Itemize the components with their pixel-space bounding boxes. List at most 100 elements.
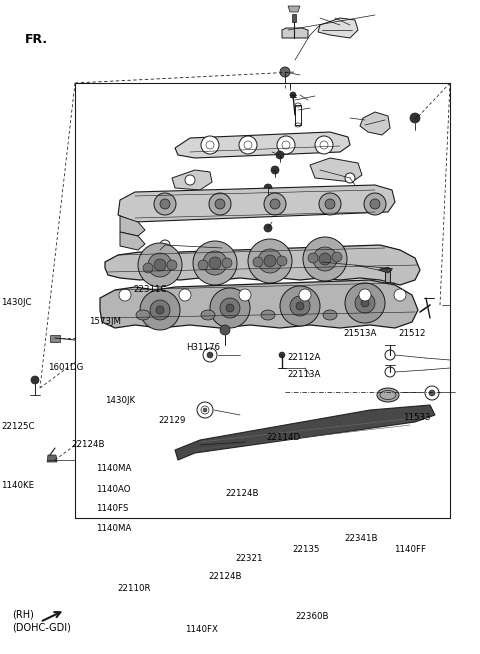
Text: 22341B: 22341B — [345, 534, 378, 543]
Circle shape — [345, 173, 355, 183]
Circle shape — [313, 247, 337, 271]
Polygon shape — [118, 185, 395, 222]
Polygon shape — [360, 112, 390, 135]
Circle shape — [279, 352, 285, 358]
Circle shape — [264, 193, 286, 215]
Text: 22114D: 22114D — [266, 433, 300, 442]
Polygon shape — [47, 455, 57, 462]
Circle shape — [119, 289, 131, 301]
Circle shape — [143, 263, 153, 273]
Text: 1573JM: 1573JM — [89, 317, 121, 326]
Text: 22124B: 22124B — [209, 572, 242, 581]
Ellipse shape — [261, 310, 275, 320]
Polygon shape — [50, 335, 60, 342]
Ellipse shape — [323, 310, 337, 320]
Circle shape — [222, 258, 232, 268]
Text: 1140AO: 1140AO — [96, 485, 131, 494]
Circle shape — [325, 199, 335, 209]
Circle shape — [203, 408, 207, 412]
Text: 22311C: 22311C — [133, 285, 167, 294]
Circle shape — [296, 302, 304, 310]
Circle shape — [154, 193, 176, 215]
Circle shape — [239, 289, 251, 301]
Text: 22124B: 22124B — [226, 489, 259, 498]
Polygon shape — [385, 268, 390, 282]
Polygon shape — [175, 405, 435, 460]
Circle shape — [226, 304, 234, 312]
Text: FR.: FR. — [25, 33, 48, 46]
Circle shape — [207, 352, 213, 358]
Circle shape — [209, 257, 221, 269]
Text: 1430JK: 1430JK — [105, 396, 135, 405]
Polygon shape — [378, 267, 392, 273]
Circle shape — [315, 136, 333, 154]
Circle shape — [332, 252, 342, 262]
Polygon shape — [282, 28, 308, 38]
Ellipse shape — [201, 310, 215, 320]
Circle shape — [31, 376, 39, 384]
Text: 1140FX: 1140FX — [185, 625, 217, 634]
Text: 1140FS: 1140FS — [96, 504, 128, 513]
Circle shape — [210, 288, 250, 328]
Ellipse shape — [377, 388, 399, 402]
Text: 11533: 11533 — [403, 413, 431, 422]
Circle shape — [154, 259, 166, 271]
Circle shape — [429, 390, 435, 396]
Circle shape — [167, 260, 177, 270]
Circle shape — [359, 289, 371, 301]
Text: 1140FF: 1140FF — [394, 545, 426, 554]
Text: H31176: H31176 — [186, 343, 220, 352]
Circle shape — [277, 136, 295, 154]
Circle shape — [385, 350, 395, 360]
Text: 22112A: 22112A — [287, 353, 321, 362]
Circle shape — [138, 243, 182, 287]
Circle shape — [308, 253, 318, 263]
Circle shape — [271, 166, 279, 174]
Circle shape — [160, 199, 170, 209]
Circle shape — [160, 240, 170, 250]
Polygon shape — [292, 14, 296, 22]
Polygon shape — [175, 132, 350, 158]
Circle shape — [258, 249, 282, 273]
Circle shape — [319, 193, 341, 215]
Ellipse shape — [136, 310, 150, 320]
Circle shape — [198, 260, 208, 270]
Circle shape — [270, 199, 280, 209]
Circle shape — [280, 286, 320, 326]
Circle shape — [264, 224, 272, 232]
Circle shape — [220, 325, 230, 335]
Circle shape — [345, 283, 385, 323]
Text: 21512: 21512 — [398, 329, 426, 338]
Circle shape — [361, 299, 369, 307]
Circle shape — [385, 367, 395, 377]
Text: 22321: 22321 — [235, 554, 263, 563]
Polygon shape — [120, 216, 145, 236]
Circle shape — [355, 293, 375, 313]
Circle shape — [410, 113, 420, 123]
Circle shape — [264, 255, 276, 267]
Text: 22110R: 22110R — [118, 584, 151, 593]
Text: 22360B: 22360B — [295, 611, 329, 621]
Text: 22129: 22129 — [158, 416, 186, 425]
Text: 22124B: 22124B — [71, 440, 105, 449]
Circle shape — [239, 136, 257, 154]
Text: 22113A: 22113A — [287, 370, 321, 379]
Circle shape — [179, 289, 191, 301]
Circle shape — [253, 257, 263, 267]
Text: 22125C: 22125C — [1, 422, 35, 431]
Text: 1140MA: 1140MA — [96, 464, 132, 473]
Circle shape — [394, 289, 406, 301]
Circle shape — [364, 193, 386, 215]
Circle shape — [156, 306, 164, 314]
Circle shape — [277, 256, 287, 266]
Text: 1140MA: 1140MA — [96, 524, 132, 533]
Circle shape — [276, 151, 284, 159]
Circle shape — [201, 136, 219, 154]
Text: 22135: 22135 — [293, 545, 320, 554]
Polygon shape — [172, 170, 212, 190]
Circle shape — [303, 237, 347, 281]
Text: 21513A: 21513A — [343, 329, 377, 338]
Circle shape — [248, 239, 292, 283]
Circle shape — [209, 193, 231, 215]
Polygon shape — [120, 232, 145, 250]
